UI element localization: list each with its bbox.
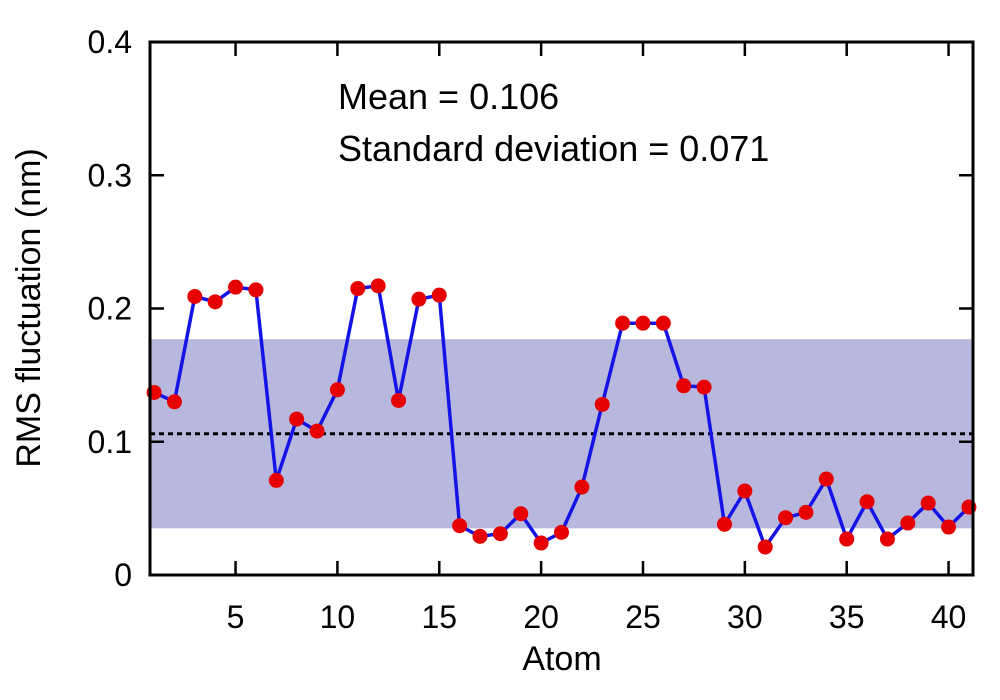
data-point-40 bbox=[941, 519, 957, 535]
y-tick-label-4: 0.4 bbox=[88, 24, 132, 60]
x-tick-label-20: 20 bbox=[523, 599, 559, 635]
data-point-20 bbox=[533, 535, 549, 551]
x-axis-label: Atom bbox=[522, 640, 601, 678]
data-point-24 bbox=[615, 315, 631, 331]
data-point-34 bbox=[818, 471, 834, 487]
x-tick-label-5: 5 bbox=[227, 599, 245, 635]
data-point-30 bbox=[737, 483, 753, 499]
data-point-9 bbox=[309, 423, 325, 439]
data-point-35 bbox=[839, 531, 855, 547]
data-point-29 bbox=[716, 516, 732, 532]
std-annotation: Standard deviation = 0.071 bbox=[338, 128, 769, 169]
data-point-12 bbox=[370, 278, 386, 294]
data-point-22 bbox=[574, 479, 590, 495]
data-point-5 bbox=[228, 279, 244, 295]
x-tick-label-40: 40 bbox=[931, 599, 967, 635]
data-point-39 bbox=[920, 495, 936, 511]
data-point-19 bbox=[513, 506, 529, 522]
data-point-18 bbox=[492, 526, 508, 542]
y-tick-label-0: 0 bbox=[114, 557, 132, 593]
data-point-33 bbox=[798, 504, 814, 520]
data-point-14 bbox=[411, 291, 427, 307]
data-point-31 bbox=[757, 539, 773, 555]
x-tick-label-15: 15 bbox=[421, 599, 457, 635]
data-point-32 bbox=[778, 510, 794, 526]
x-tick-label-35: 35 bbox=[829, 599, 865, 635]
data-point-3 bbox=[187, 289, 203, 305]
y-axis-label: RMS fluctuation (nm) bbox=[10, 148, 48, 467]
x-tick-label-30: 30 bbox=[727, 599, 763, 635]
std-band bbox=[150, 339, 973, 529]
data-point-16 bbox=[452, 518, 468, 534]
mean-annotation: Mean = 0.106 bbox=[338, 76, 559, 117]
data-point-8 bbox=[289, 411, 305, 427]
data-point-26 bbox=[655, 315, 671, 331]
x-tick-label-25: 25 bbox=[625, 599, 661, 635]
data-point-25 bbox=[635, 315, 651, 331]
y-tick-label-1: 0.1 bbox=[88, 424, 132, 460]
data-point-37 bbox=[879, 531, 895, 547]
data-point-17 bbox=[472, 528, 488, 544]
data-point-21 bbox=[554, 524, 569, 540]
data-point-36 bbox=[859, 494, 875, 510]
data-point-13 bbox=[391, 392, 407, 408]
data-point-6 bbox=[248, 282, 264, 298]
data-point-23 bbox=[594, 396, 610, 412]
data-point-38 bbox=[900, 515, 916, 531]
data-point-7 bbox=[268, 472, 284, 488]
data-point-11 bbox=[350, 281, 366, 297]
data-point-4 bbox=[207, 294, 223, 310]
data-point-27 bbox=[676, 378, 692, 394]
data-point-28 bbox=[696, 379, 712, 395]
data-point-2 bbox=[166, 394, 182, 410]
y-tick-label-3: 0.3 bbox=[88, 157, 132, 193]
x-tick-label-10: 10 bbox=[320, 599, 356, 635]
data-point-15 bbox=[431, 287, 447, 303]
data-point-10 bbox=[329, 382, 345, 398]
y-tick-label-2: 0.2 bbox=[88, 291, 132, 327]
